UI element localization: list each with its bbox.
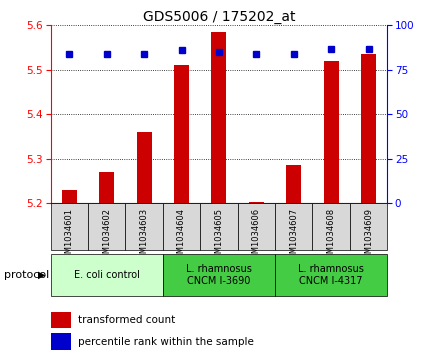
Text: L. rhamnosus
CNCM I-4317: L. rhamnosus CNCM I-4317 — [298, 264, 364, 286]
Text: GSM1034604: GSM1034604 — [177, 208, 186, 264]
Bar — [211, 32, 226, 203]
Bar — [312, 203, 350, 250]
Bar — [99, 172, 114, 203]
Text: transformed count: transformed count — [77, 315, 175, 325]
Text: protocol: protocol — [4, 270, 50, 280]
Bar — [136, 132, 151, 203]
Bar — [125, 203, 163, 250]
Title: GDS5006 / 175202_at: GDS5006 / 175202_at — [143, 11, 295, 24]
Bar — [238, 203, 275, 250]
Text: ▶: ▶ — [38, 270, 45, 280]
Text: GSM1034601: GSM1034601 — [65, 208, 74, 264]
Text: GSM1034608: GSM1034608 — [326, 208, 336, 264]
Bar — [286, 166, 301, 203]
Bar — [200, 203, 238, 250]
Bar — [323, 61, 339, 203]
Text: GSM1034603: GSM1034603 — [139, 208, 149, 264]
Text: L. rhamnosus
CNCM I-3690: L. rhamnosus CNCM I-3690 — [186, 264, 252, 286]
Bar — [51, 254, 163, 296]
Text: E. coli control: E. coli control — [74, 270, 139, 280]
Bar — [51, 203, 88, 250]
Bar — [361, 54, 376, 203]
Bar — [88, 203, 125, 250]
Text: percentile rank within the sample: percentile rank within the sample — [77, 337, 253, 347]
Bar — [249, 202, 264, 203]
Bar — [51, 333, 71, 350]
Text: GSM1034605: GSM1034605 — [214, 208, 224, 264]
Bar — [51, 311, 71, 328]
Text: GSM1034607: GSM1034607 — [289, 208, 298, 264]
Bar — [62, 190, 77, 203]
Text: GSM1034606: GSM1034606 — [252, 208, 261, 264]
Bar — [163, 203, 200, 250]
Text: GSM1034602: GSM1034602 — [102, 208, 111, 264]
Bar — [163, 254, 275, 296]
Bar — [275, 203, 312, 250]
Text: GSM1034609: GSM1034609 — [364, 208, 373, 264]
Bar — [174, 65, 189, 203]
Bar — [275, 254, 387, 296]
Bar — [350, 203, 387, 250]
